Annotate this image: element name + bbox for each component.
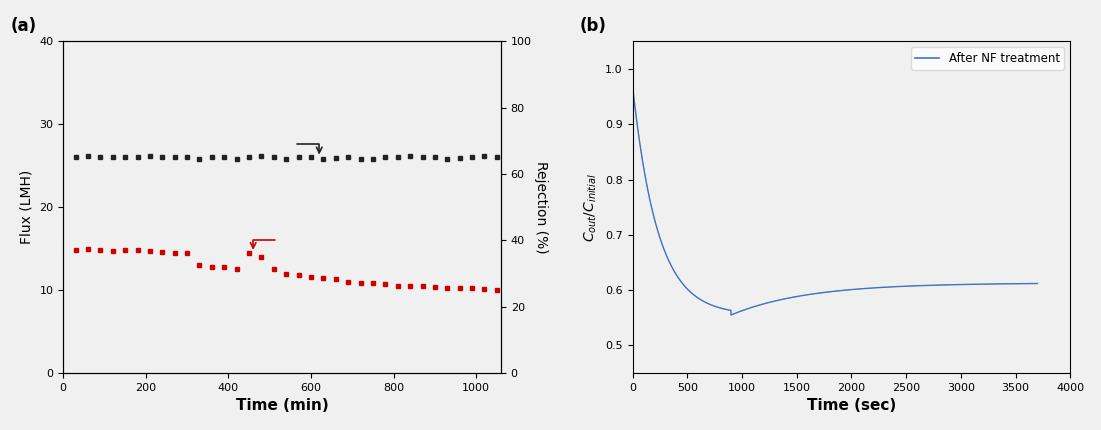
Y-axis label: $C_{out}/C_{initial}$: $C_{out}/C_{initial}$ xyxy=(584,173,599,242)
X-axis label: Time (min): Time (min) xyxy=(236,398,328,413)
Text: (b): (b) xyxy=(580,17,607,35)
Text: (a): (a) xyxy=(11,17,36,35)
Y-axis label: Flux (LMH): Flux (LMH) xyxy=(20,170,34,244)
Legend: After NF treatment: After NF treatment xyxy=(911,47,1065,70)
Y-axis label: Rejection (%): Rejection (%) xyxy=(534,161,548,253)
X-axis label: Time (sec): Time (sec) xyxy=(807,398,896,413)
